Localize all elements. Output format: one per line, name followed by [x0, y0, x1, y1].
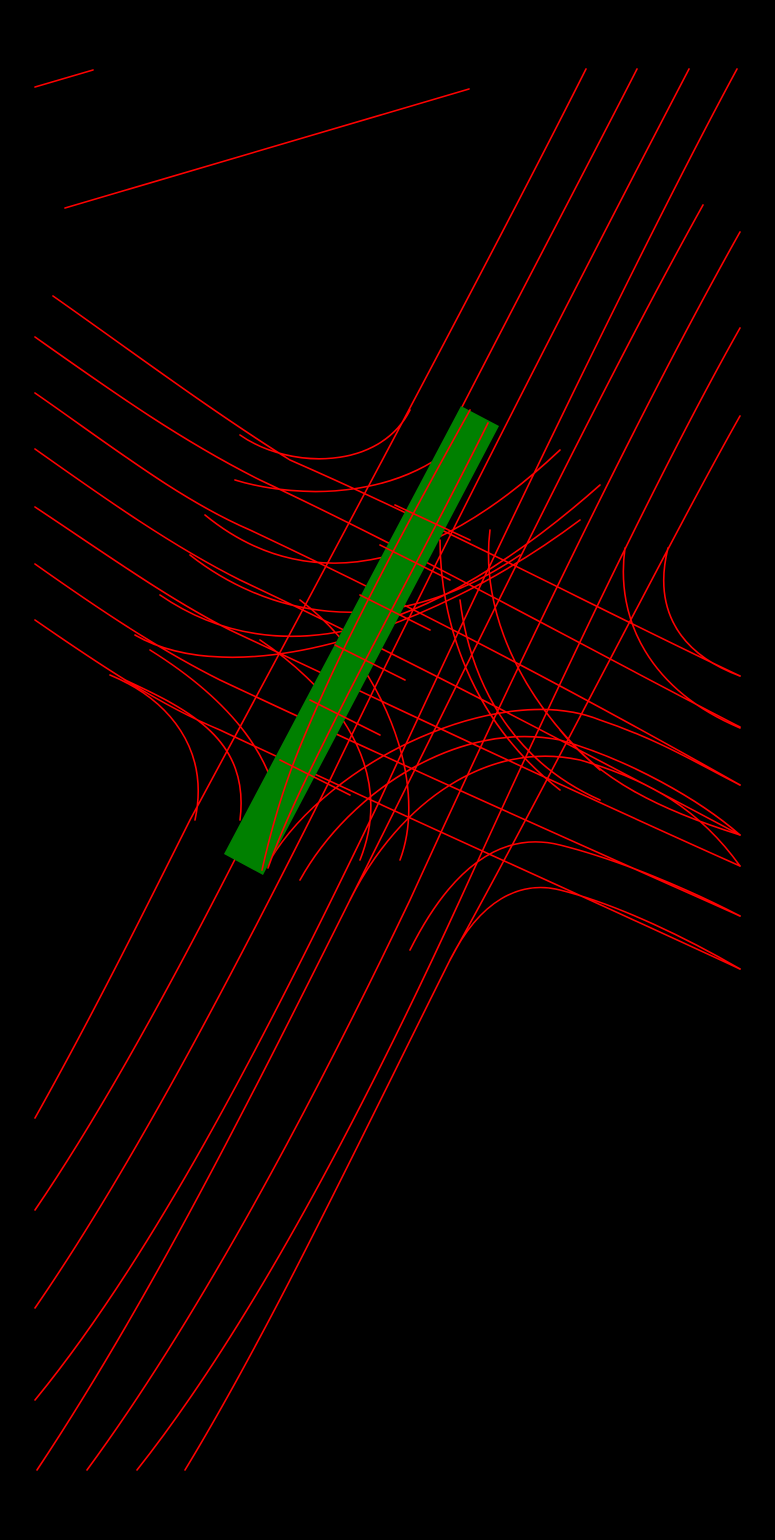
- cross-lane: [359, 594, 431, 631]
- cross-lane: [379, 544, 451, 581]
- through-lane: [34, 68, 738, 1401]
- turn-lane: [662, 547, 741, 677]
- cross-lane: [279, 759, 351, 796]
- cross-lane: [394, 504, 471, 541]
- turn-lane: [622, 547, 741, 729]
- turn-lane: [459, 599, 601, 801]
- turn-lane: [159, 484, 601, 638]
- through-lane: [34, 68, 690, 1309]
- turn-lane: [124, 679, 242, 821]
- cross-lane: [34, 336, 741, 728]
- lane-segment: [34, 69, 94, 88]
- through-lane: [34, 68, 587, 1119]
- turn-lane: [299, 735, 741, 881]
- through-lane: [86, 231, 741, 1471]
- cross-lane: [334, 644, 406, 681]
- cross-lane: [34, 392, 741, 786]
- turn-lane: [439, 539, 561, 791]
- highlighted-crosswalk[interactable]: [224, 406, 499, 875]
- turn-lane: [134, 519, 581, 659]
- cross-lane: [52, 295, 741, 677]
- turn-lane: [559, 729, 741, 836]
- lane-segment: [64, 88, 470, 209]
- turn-lane: [409, 841, 741, 951]
- turn-lane: [109, 674, 199, 821]
- turn-lane: [189, 554, 521, 613]
- turn-lane: [239, 409, 411, 460]
- cross-lane: [34, 563, 741, 917]
- turn-lane: [449, 886, 741, 970]
- turn-lane: [299, 599, 410, 861]
- turn-lane: [269, 708, 741, 861]
- turn-lane: [259, 639, 372, 861]
- through-lane: [261, 409, 471, 871]
- turn-lane: [204, 449, 561, 564]
- through-lane: [267, 422, 489, 869]
- through-lane: [136, 327, 741, 1471]
- cross-lane: [34, 448, 741, 836]
- cross-lane: [34, 506, 741, 867]
- turn-lane: [349, 755, 741, 901]
- cross-lane: [309, 699, 381, 736]
